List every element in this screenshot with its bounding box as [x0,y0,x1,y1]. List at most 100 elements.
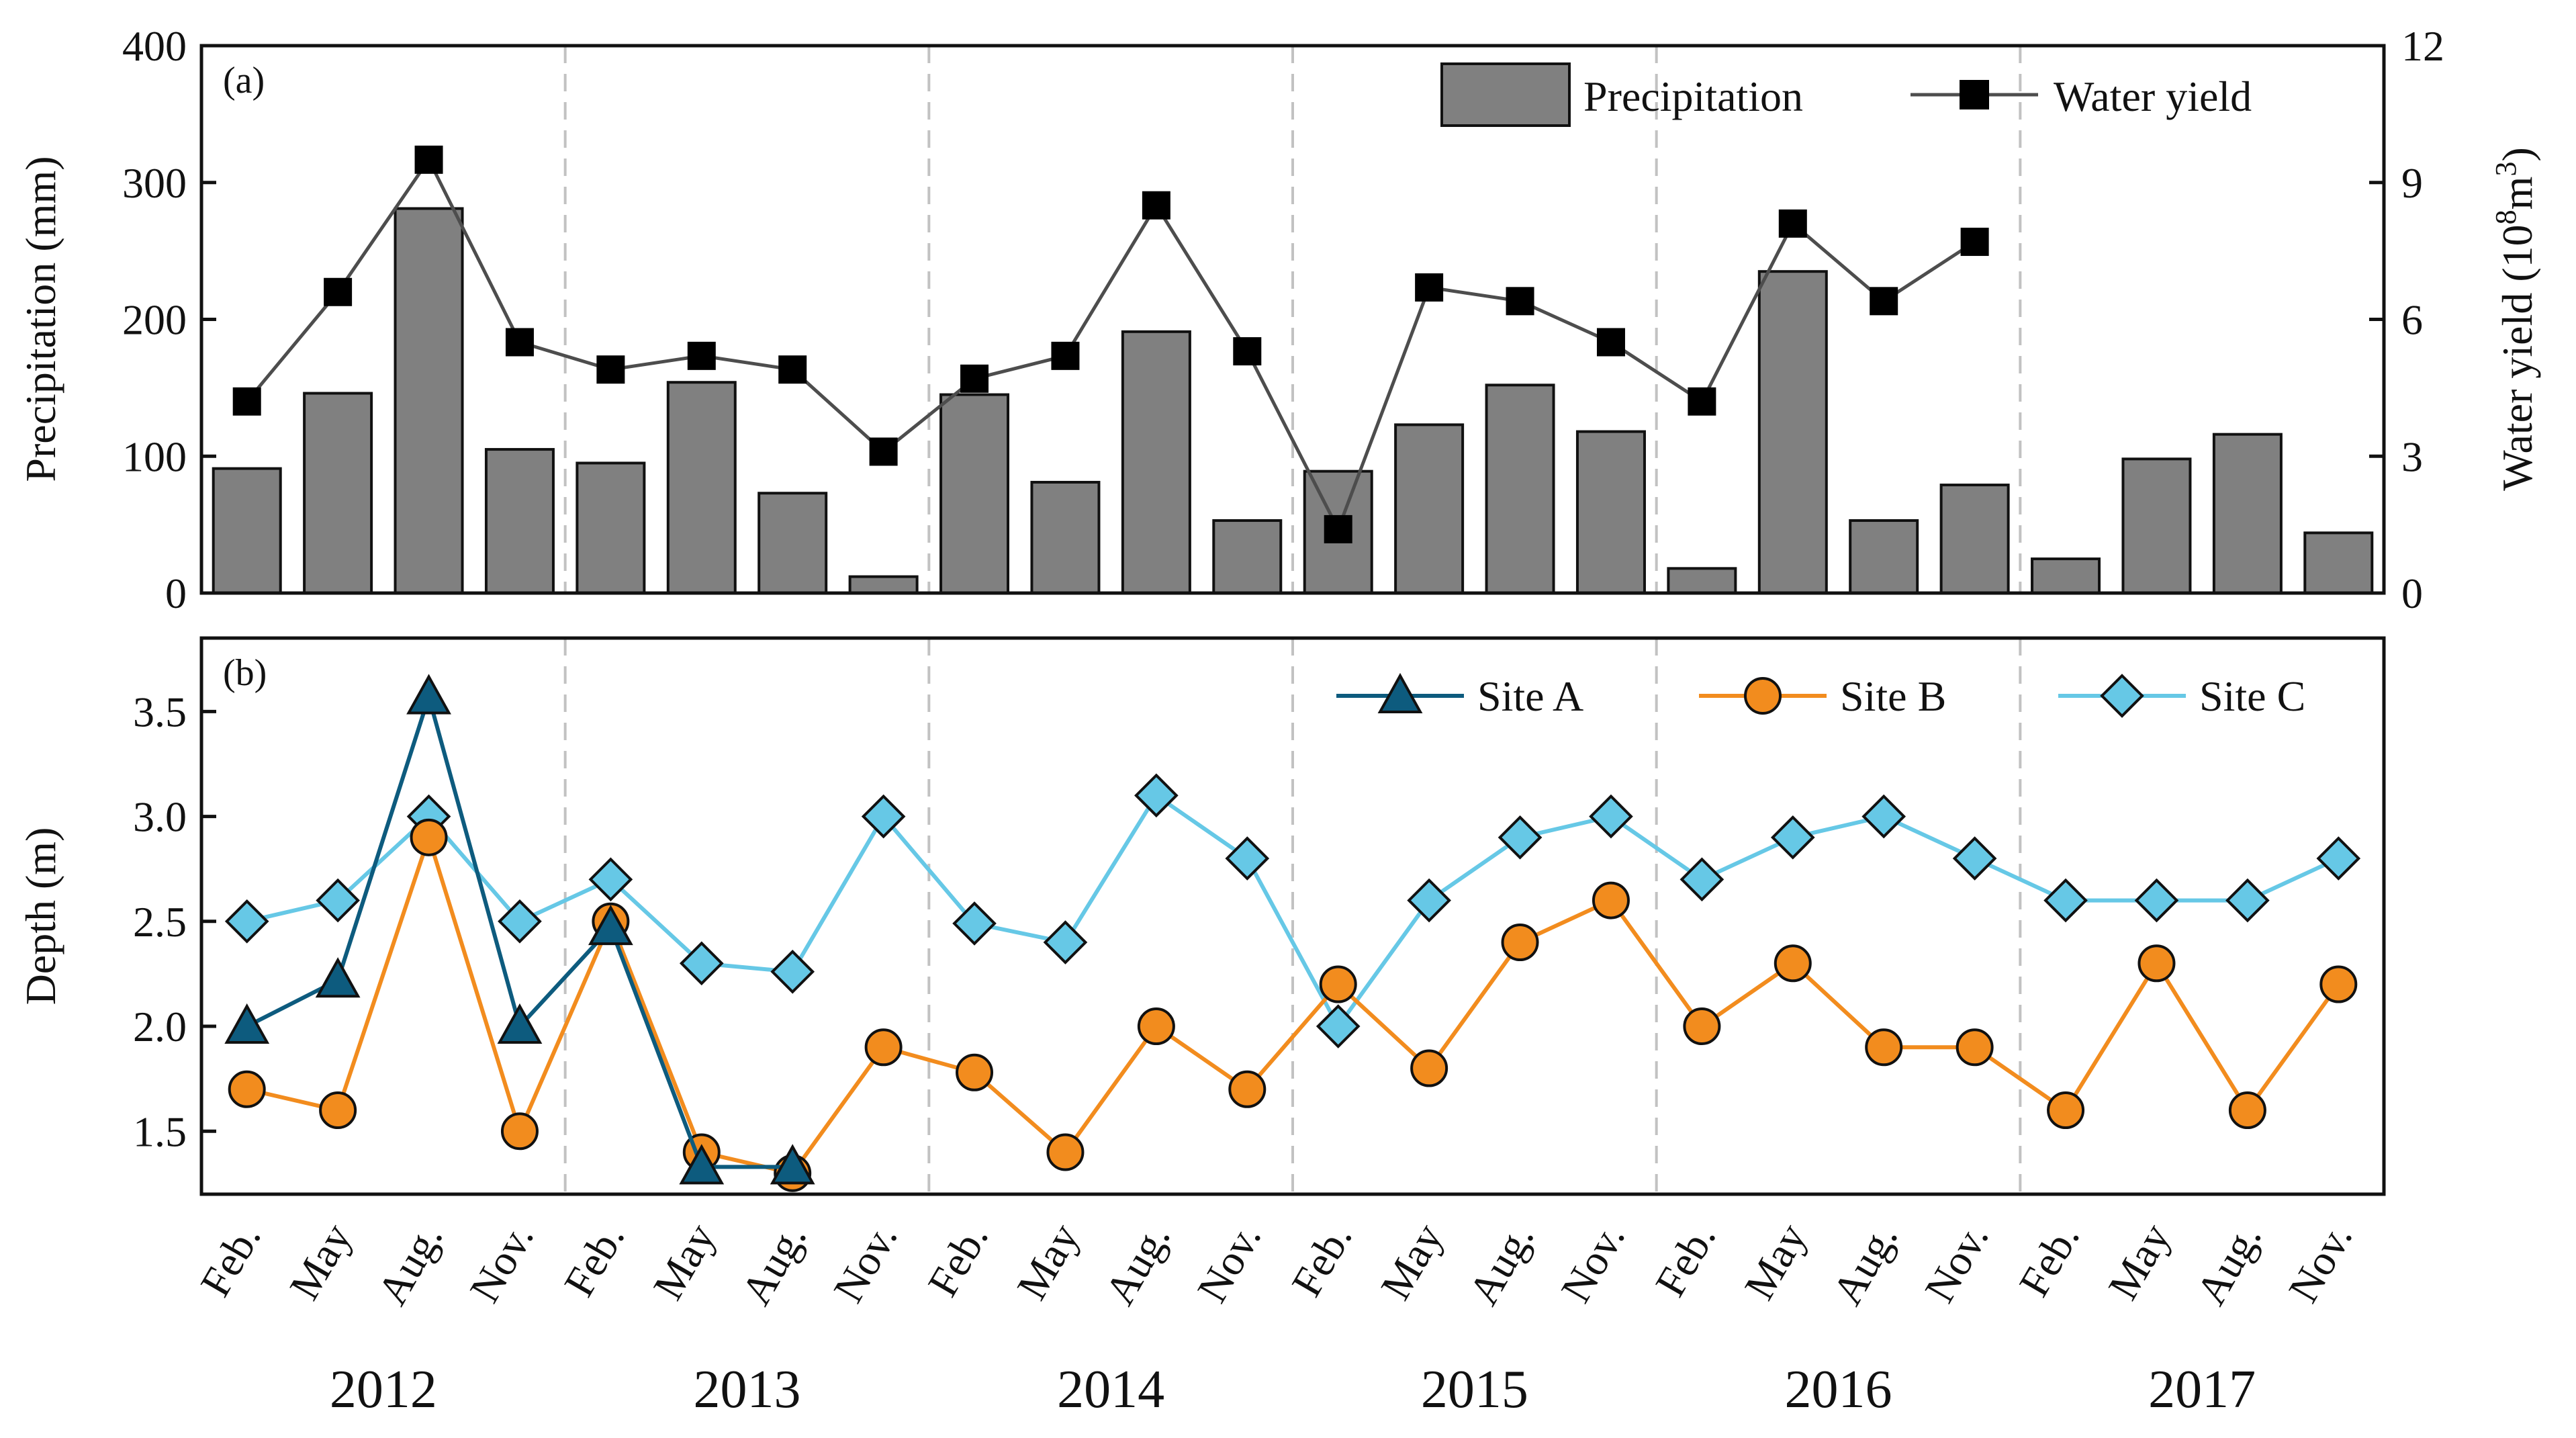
data-point [2319,965,2358,1003]
data-point [224,1003,270,1044]
water-yield-point [232,387,261,416]
precipitation-bar [848,575,919,594]
precipitation-bar [1121,330,1191,594]
data-point [1680,857,1724,902]
legend-b: Site A Site B Site C [1336,672,2305,720]
precipitation-bar [939,393,1010,594]
water-yield-point [1142,191,1170,220]
season-label: May [1371,1216,1452,1308]
year-dividers [563,46,2022,593]
water-yield-point [1960,228,1989,257]
season-labels: Feb. May Aug. Nov. Feb. May Aug. Nov. Feb. May Aug… [191,1216,2361,1313]
left-y-ticks: 0 100 200 300 400 [122,22,216,617]
legend-label: Site B [1840,672,1946,720]
year-label: 2012 [330,1360,437,1419]
season-label: Aug. [1095,1216,1179,1313]
data-point [1319,965,1357,1003]
season-label: Feb. [2010,1216,2088,1304]
legend-precipitation-label: Precipitation [1583,73,1803,120]
season-label: Feb. [1646,1216,1724,1304]
season-label: Aug. [368,1216,452,1313]
precipitation-bar [1485,384,1555,594]
data-point [1043,920,1088,964]
water-yield-line [245,156,1976,534]
precipitation-bars [212,207,2374,595]
data-point [410,818,448,856]
series-line [246,793,2340,1030]
data-point [497,1003,543,1044]
y2-tick-label: 6 [2401,296,2423,344]
data-point [1770,815,1815,860]
water-yield-point [414,145,443,174]
data-point [770,1144,815,1185]
season-label: Feb. [919,1216,997,1304]
precipitation-bar [1939,484,2010,594]
season-label: Feb. [555,1216,633,1304]
depth-y-ticks: 1.5 2.0 2.5 3.0 3.5 [133,688,216,1155]
data-point [1865,1028,1903,1067]
y-tick-label: 400 [122,22,187,70]
season-label: Nov. [1552,1216,1635,1310]
series-site-a [224,674,815,1185]
precipitation-axis-label: Precipitation (mm) [17,156,64,482]
panel-a-label: (a) [223,60,265,101]
precipitation-bar [484,448,555,594]
data-point [2228,1091,2266,1130]
data-point [1407,878,1451,923]
season-label: Feb. [191,1216,269,1304]
data-point [1501,924,1539,962]
data-point [861,794,906,839]
season-label: May [2099,1216,2179,1308]
data-point [2134,878,2179,923]
data-point [1410,1049,1448,1087]
panel-b-frame [199,636,2386,1196]
season-label: Nov. [461,1216,543,1310]
legend-water-yield-label: Water yield [2054,73,2252,120]
water-yield-point [778,355,807,384]
water-yield-point [1324,514,1352,543]
data-point [588,905,633,946]
season-label: Nov. [824,1216,907,1310]
data-point [679,1144,725,1185]
precipitation-bar [576,461,646,594]
legend-label: Site A [1477,672,1583,720]
data-point [1956,1028,1994,1067]
series-site-c [224,773,2361,1048]
season-label: May [1735,1216,1816,1308]
legend-marker [1377,672,1423,713]
data-point [1683,1007,1721,1046]
season-label: Nov. [1915,1216,1998,1310]
legend-a: Precipitation Water yield [1440,62,2252,127]
legend-marker [1744,677,1782,715]
season-label: May [1007,1216,1088,1308]
data-point [1774,944,1812,983]
precipitation-bar [1849,519,1919,595]
precipitation-bar [212,467,282,595]
precipitation-bar [2121,457,2192,595]
season-label: Nov. [1188,1216,1271,1310]
precipitation-bar [303,392,373,595]
depth-series [224,674,2361,1192]
precipitation-bar [757,492,828,595]
year-label: 2017 [2148,1360,2256,1419]
season-label: Feb. [1282,1216,1361,1304]
y-tick-label: 1.5 [133,1108,187,1155]
data-point [1134,773,1179,818]
season-label: May [280,1216,361,1308]
depth-axis-label: Depth (m) [17,827,64,1005]
season-label: Aug. [732,1216,816,1313]
y-tick-label: 2.0 [133,1003,187,1050]
water-yield-point [1051,341,1080,370]
legend-marker [2100,674,2144,718]
y-tick-label: 3.5 [133,688,187,735]
precipitation-bar [1030,480,1101,595]
data-point [319,1091,357,1130]
legend-water-yield-marker [1960,80,1989,109]
water-yield-point [1415,273,1444,302]
legend-label: Site C [2199,672,2305,720]
data-point [315,957,361,998]
data-point [2316,836,2361,881]
data-point [1316,1004,1361,1048]
water-yield-point [1778,209,1807,238]
